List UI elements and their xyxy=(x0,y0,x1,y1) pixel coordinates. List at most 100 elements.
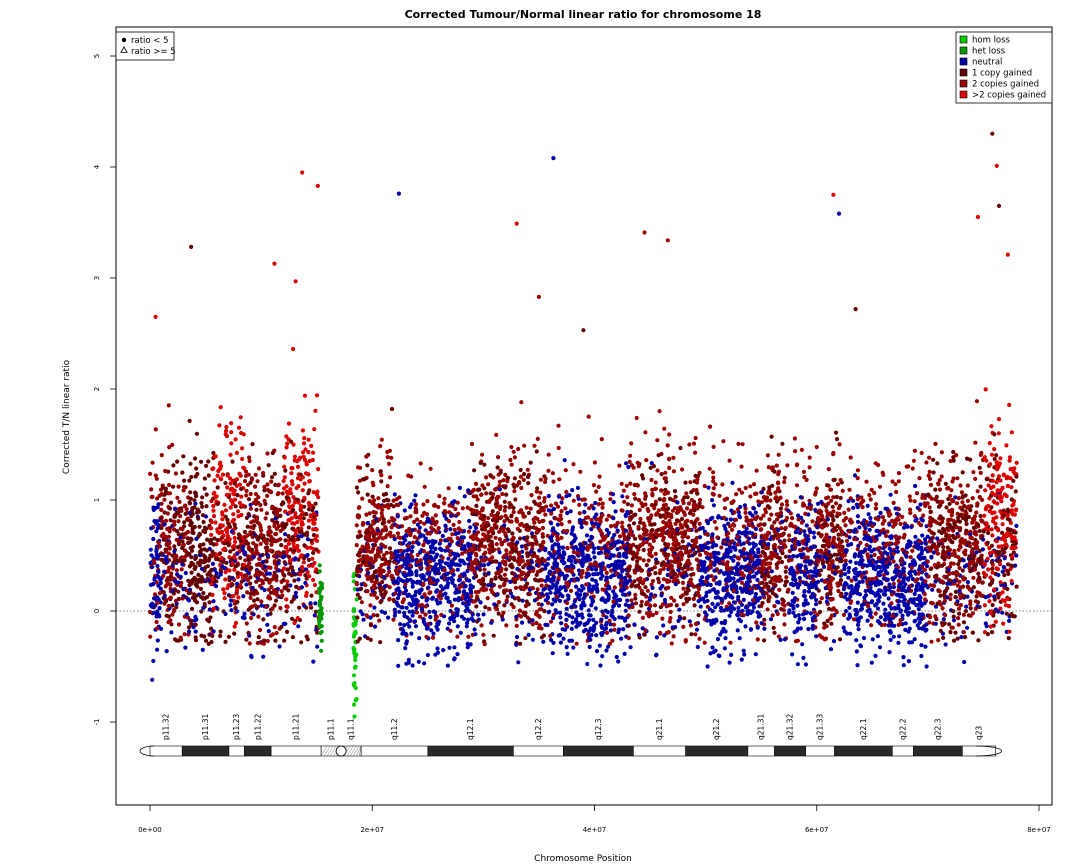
data-point xyxy=(176,532,181,537)
data-point xyxy=(234,609,240,614)
data-point xyxy=(630,556,635,561)
data-point xyxy=(644,458,649,463)
data-point xyxy=(172,549,177,554)
data-point xyxy=(519,485,524,491)
data-point xyxy=(242,466,247,471)
data-point xyxy=(193,638,199,643)
data-point xyxy=(263,564,268,569)
data-point xyxy=(534,449,539,454)
data-point xyxy=(235,587,240,593)
data-point xyxy=(653,571,658,576)
data-point xyxy=(672,506,678,511)
data-point xyxy=(379,592,384,597)
data-point xyxy=(466,634,471,639)
data-point xyxy=(406,544,411,549)
data-point xyxy=(188,518,193,523)
data-point xyxy=(313,609,319,614)
data-point xyxy=(532,443,537,448)
data-point xyxy=(470,509,475,514)
data-point xyxy=(406,473,411,478)
data-point xyxy=(309,593,314,598)
data-point xyxy=(253,484,258,489)
data-point xyxy=(225,473,230,478)
data-point xyxy=(398,535,403,540)
data-point xyxy=(292,454,297,459)
data-point xyxy=(620,540,625,545)
data-point xyxy=(490,527,495,532)
data-point xyxy=(546,556,551,561)
data-point xyxy=(630,604,635,610)
data-point xyxy=(576,612,582,618)
data-point xyxy=(148,560,153,566)
data-point xyxy=(167,596,173,601)
data-point xyxy=(465,594,470,600)
data-point xyxy=(683,519,688,525)
data-point xyxy=(249,520,254,525)
data-point xyxy=(643,491,648,496)
data-point xyxy=(193,474,198,479)
data-point xyxy=(269,590,274,595)
data-point xyxy=(174,568,179,573)
data-point xyxy=(504,567,509,572)
data-point xyxy=(457,519,462,525)
data-point xyxy=(494,592,499,597)
data-point xyxy=(275,520,280,525)
data-point xyxy=(418,550,423,555)
data-point xyxy=(180,532,185,537)
data-point xyxy=(549,503,554,508)
data-point xyxy=(285,441,290,446)
data-point xyxy=(188,590,193,595)
data-point xyxy=(691,441,697,446)
data-point xyxy=(697,552,703,558)
data-point xyxy=(158,580,163,586)
data-point xyxy=(471,599,476,604)
data-point xyxy=(239,579,244,584)
data-point xyxy=(497,584,502,589)
data-point xyxy=(683,638,688,643)
data-point xyxy=(390,573,395,579)
data-point xyxy=(156,569,161,574)
data-point xyxy=(700,505,705,510)
data-point xyxy=(442,614,447,619)
data-point xyxy=(668,609,673,615)
data-point xyxy=(253,492,259,497)
data-point xyxy=(680,539,685,544)
data-point xyxy=(548,552,554,558)
data-point xyxy=(491,633,496,638)
data-point xyxy=(565,600,570,606)
data-point xyxy=(414,502,419,507)
data-point xyxy=(490,509,495,514)
data-point xyxy=(633,496,638,501)
data-point xyxy=(188,536,193,541)
data-point xyxy=(210,577,215,582)
data-point xyxy=(235,599,240,605)
data-point xyxy=(313,501,318,506)
data-point xyxy=(743,605,749,610)
data-point xyxy=(318,630,323,636)
data-point xyxy=(260,559,266,565)
data-point xyxy=(305,570,310,575)
data-point xyxy=(279,624,284,629)
data-point xyxy=(161,537,166,542)
data-point xyxy=(286,421,292,426)
data-point xyxy=(511,505,516,510)
data-point xyxy=(172,522,177,527)
data-point xyxy=(182,485,187,490)
data-point xyxy=(604,548,610,553)
data-point xyxy=(379,609,385,614)
data-point xyxy=(270,606,275,611)
data-point xyxy=(599,437,604,442)
data-point xyxy=(610,614,616,619)
data-point xyxy=(311,527,316,532)
data-point xyxy=(389,455,394,460)
data-point xyxy=(205,537,210,542)
data-point xyxy=(272,603,277,608)
data-point xyxy=(549,511,554,516)
data-point xyxy=(598,663,603,668)
data-point xyxy=(692,603,697,608)
data-point xyxy=(484,524,489,529)
data-point xyxy=(223,480,228,486)
data-point xyxy=(232,535,237,541)
data-point xyxy=(543,548,548,553)
data-point xyxy=(556,633,561,638)
